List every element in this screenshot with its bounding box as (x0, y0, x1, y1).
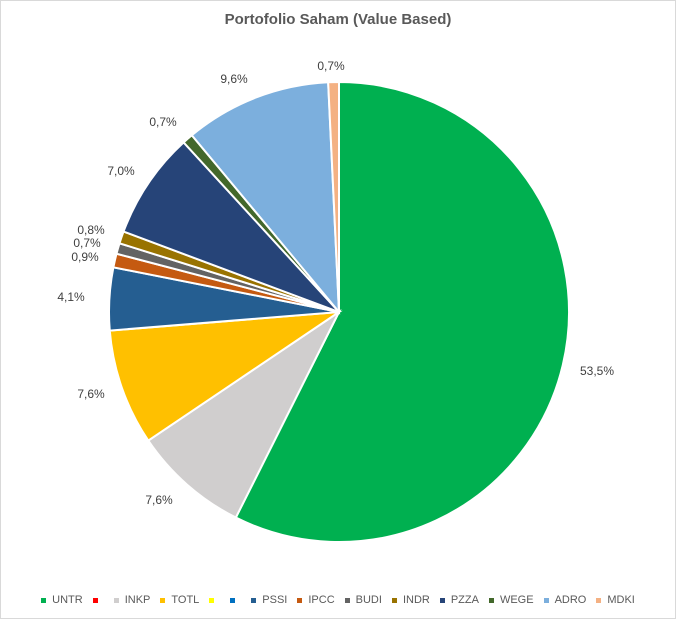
data-label-pzza: 7,0% (107, 164, 135, 178)
pie-slice-adro (190, 81, 341, 315)
legend-label: MDKI (607, 594, 635, 606)
legend-swatch (344, 597, 350, 603)
data-label-adro: 9,6% (220, 72, 248, 86)
data-label-mdki: 0,7% (317, 59, 345, 73)
legend-item-budi: BUDI (344, 594, 382, 606)
legend-label: WEGE (499, 594, 534, 606)
legend-label: BUDI (355, 594, 382, 606)
legend-item-pzza: PZZA (439, 594, 479, 606)
legend-item-inkp: INKP (113, 594, 151, 606)
legend-swatch (391, 597, 397, 603)
legend-item-ipcc: IPCC (297, 594, 335, 606)
data-label-wege: 0,7% (149, 115, 177, 129)
legend-swatch (596, 597, 602, 603)
legend: UNTR INKP TOTL PSSI IPCC BUDI INDR PZZA WEGE ADRO… (1, 594, 675, 606)
data-label-untr: 53,5% (580, 364, 614, 378)
data-label-inkp: 7,6% (145, 493, 173, 507)
pie-slice-inkp (146, 309, 342, 519)
legend-item-wege: WEGE (488, 594, 534, 606)
legend-item-untr: UNTR (41, 594, 83, 606)
legend-swatch (160, 597, 166, 603)
legend-item-indr: INDR (391, 594, 430, 606)
pie-slice-pzza (122, 140, 340, 313)
pie-slice-untr (234, 80, 570, 543)
legend-swatch (297, 597, 303, 603)
legend-label: INDR (402, 594, 430, 606)
chart-title: Portofolio Saham (Value Based) (224, 11, 452, 28)
legend-label: IPCC (308, 594, 335, 606)
pie-slices (108, 80, 570, 543)
legend-swatch (92, 597, 98, 603)
legend-item-blank-4 (209, 597, 220, 603)
data-label-indr: 0,8% (77, 223, 105, 237)
legend-swatch (209, 597, 215, 603)
data-labels: 53,5%7,6%7,6%4,1%0,9%0,7%0,8%7,0%0,7%9,6… (57, 59, 614, 507)
legend-item-blank-5 (230, 597, 241, 603)
legend-label: UNTR (52, 594, 83, 606)
legend-label: INKP (124, 594, 151, 606)
legend-item-adro: ADRO (543, 594, 587, 606)
legend-swatch (543, 597, 549, 603)
data-label-budi: 0,7% (73, 236, 101, 250)
legend-label: PZZA (450, 594, 479, 606)
legend-label: TOTL (171, 594, 200, 606)
data-label-ipcc: 0,9% (71, 250, 99, 264)
legend-item-mdki: MDKI (596, 594, 635, 606)
legend-swatch (230, 597, 236, 603)
pie-slice-totl (108, 310, 343, 442)
data-label-pssi: 4,1% (57, 290, 85, 304)
legend-item-pssi: PSSI (251, 594, 287, 606)
legend-swatch (113, 597, 119, 603)
pie-slice-mdki (327, 80, 340, 313)
legend-label: ADRO (554, 594, 587, 606)
legend-item-blank-1 (92, 597, 104, 603)
legend-swatch (439, 597, 445, 603)
legend-swatch (488, 597, 494, 603)
legend-swatch (251, 597, 257, 603)
legend-item-totl: TOTL (160, 594, 199, 606)
data-label-totl: 7,6% (77, 387, 105, 401)
legend-label: PSSI (262, 594, 288, 606)
legend-swatch (41, 597, 47, 603)
